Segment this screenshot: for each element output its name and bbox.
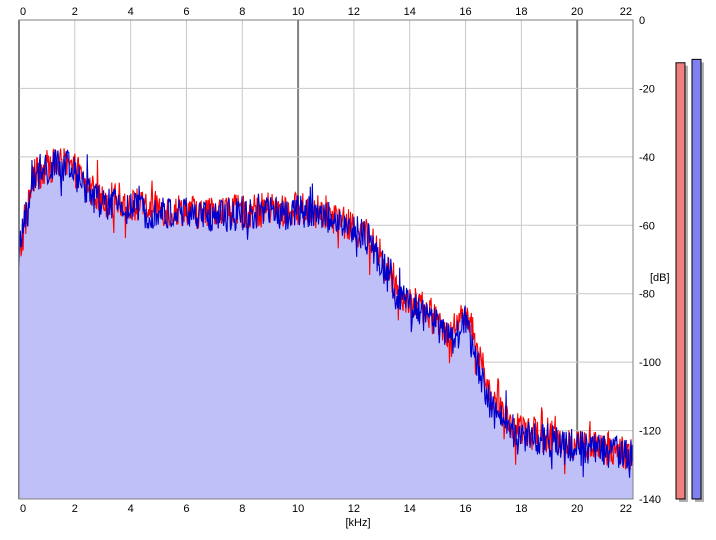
x-tick-label-bottom: 16 (459, 503, 471, 515)
x-tick-label-top: 6 (183, 6, 189, 18)
y-tick-label: -100 (639, 357, 661, 369)
x-tick-label-bottom: 12 (348, 503, 360, 515)
x-tick-label-top: 20 (571, 6, 583, 18)
x-tick-label-top: 14 (404, 6, 416, 18)
y-tick-label: -120 (639, 426, 661, 438)
x-tick-label-top: 4 (128, 6, 134, 18)
level-meter-bar (675, 62, 686, 500)
x-tick-label-top: 10 (292, 6, 304, 18)
x-tick-label-bottom: 10 (292, 503, 304, 515)
x-tick-label-bottom: 20 (571, 503, 583, 515)
y-tick-label: -60 (639, 220, 655, 232)
spectrum-fill-area (19, 148, 633, 499)
x-tick-label-bottom: 14 (404, 503, 416, 515)
x-axis-unit-label: [kHz] (345, 517, 370, 529)
x-tick-label-bottom: 0 (20, 503, 26, 515)
y-tick-label: -80 (639, 289, 655, 301)
x-tick-label-top: 0 (20, 6, 26, 18)
x-tick-label-top: 8 (239, 6, 245, 18)
level-meters (675, 58, 704, 503)
x-tick-label-bottom: 4 (128, 503, 134, 515)
x-tick-label-bottom: 22 (620, 503, 632, 515)
plot-frame (18, 19, 634, 500)
x-tick-label-top: 2 (72, 6, 78, 18)
x-tick-label-top: 12 (348, 6, 360, 18)
y-axis-labels: 0 -20 -40 -60 -80 -100 -120 -140 (639, 15, 661, 506)
x-tick-label-top: 16 (459, 6, 471, 18)
x-tick-label-bottom: 18 (515, 503, 527, 515)
series-line-1 (18, 149, 634, 478)
level-meter-bar (691, 58, 702, 500)
series-lines (18, 148, 634, 478)
x-tick-label-bottom: 8 (239, 503, 245, 515)
y-tick-label: -20 (639, 83, 655, 95)
x-axis-bottom-labels: 0 2 4 6 8 10 12 14 16 18 20 22 (20, 503, 632, 515)
y-tick-label: -40 (639, 152, 655, 164)
y-tick-label: -140 (639, 494, 661, 506)
x-tick-label-bottom: 2 (72, 503, 78, 515)
x-tick-label-top: 22 (620, 6, 632, 18)
y-tick-label: 0 (639, 15, 645, 27)
y-axis-unit-label: [dB] (650, 272, 670, 284)
series-line-0 (18, 148, 634, 475)
x-axis-top-labels: 0 2 4 6 8 10 12 14 16 18 20 22 (20, 6, 632, 18)
x-tick-label-bottom: 6 (183, 503, 189, 515)
x-tick-label-top: 18 (515, 6, 527, 18)
